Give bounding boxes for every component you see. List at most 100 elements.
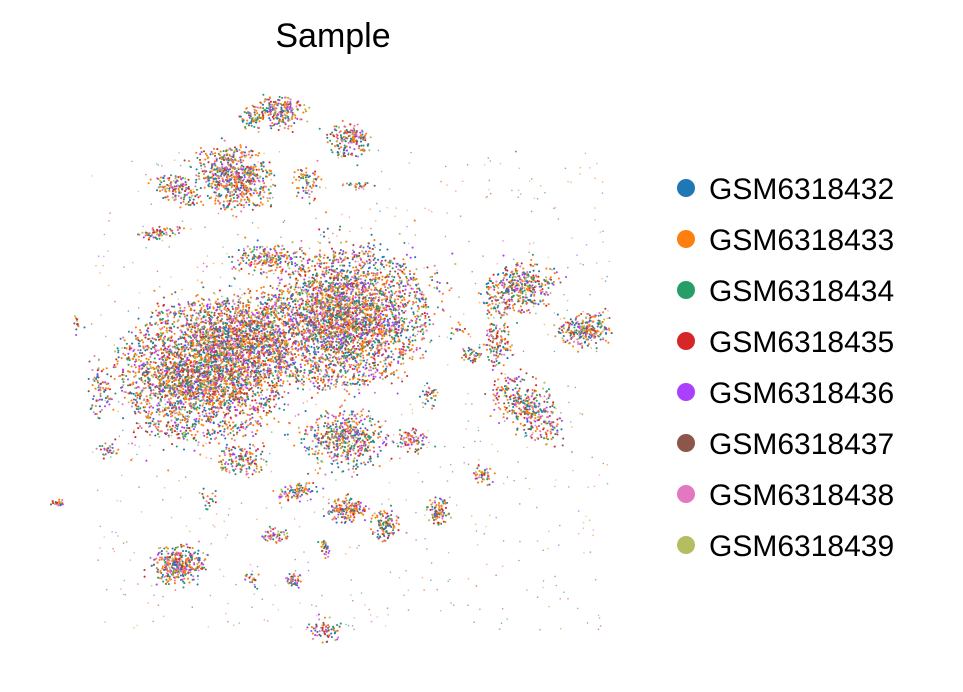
scatter-point <box>189 380 192 383</box>
scatter-point <box>231 357 234 360</box>
scatter-point <box>254 399 257 402</box>
scatter-point <box>200 306 203 309</box>
scatter-point <box>182 403 185 406</box>
scatter-point <box>206 392 209 395</box>
scatter-point <box>322 378 325 381</box>
scatter-point <box>240 377 243 380</box>
scatter-point <box>215 389 218 392</box>
scatter-point <box>321 283 325 286</box>
scatter-point <box>171 386 174 389</box>
scatter-point <box>199 453 202 456</box>
scatter-point <box>260 286 263 289</box>
scatter-point <box>192 428 195 431</box>
scatter-point <box>179 421 182 424</box>
scatter-point <box>268 364 271 367</box>
scatter-point <box>163 345 166 348</box>
scatter-point <box>235 388 238 391</box>
scatter-point <box>394 347 397 350</box>
scatter-point <box>183 349 186 352</box>
scatter-point <box>393 257 396 260</box>
scatter-point <box>339 248 342 252</box>
scatter-point <box>159 385 162 388</box>
scatter-point <box>180 401 183 404</box>
scatter-point <box>323 325 326 328</box>
scatter-point <box>112 408 115 411</box>
scatter-point <box>382 329 385 332</box>
scatter-point <box>222 374 225 377</box>
scatter-point <box>156 314 159 317</box>
scatter-point <box>114 366 117 369</box>
scatter-point <box>187 432 190 435</box>
scatter-point <box>153 351 156 354</box>
scatter-point <box>254 433 257 436</box>
scatter-point <box>252 424 255 427</box>
scatter-point <box>193 309 196 312</box>
scatter-point <box>220 433 223 436</box>
scatter-point <box>287 403 290 406</box>
scatter-point <box>252 364 255 367</box>
scatter-point <box>155 411 158 414</box>
scatter-point <box>372 340 375 343</box>
scatter-point <box>215 378 218 381</box>
scatter-point <box>164 349 167 352</box>
scatter-point <box>381 278 384 281</box>
scatter-point <box>207 375 210 378</box>
scatter-point <box>300 239 303 242</box>
scatter-point <box>211 410 214 413</box>
scatter-point <box>132 370 135 373</box>
scatter-point <box>402 353 405 356</box>
scatter-point <box>220 312 223 315</box>
scatter-point <box>173 401 176 405</box>
scatter-point <box>368 247 371 250</box>
scatter-point <box>147 414 150 417</box>
scatter-point <box>353 383 357 386</box>
scatter-point <box>127 370 130 373</box>
scatter-point <box>249 382 252 386</box>
scatter-point <box>188 427 191 430</box>
scatter-point <box>165 320 168 323</box>
scatter-point <box>140 426 143 430</box>
scatter-point <box>227 433 230 436</box>
scatter-point <box>287 347 290 350</box>
scatter-point <box>163 432 167 435</box>
scatter-point <box>169 336 172 339</box>
scatter-point <box>134 326 137 329</box>
scatter-point <box>157 409 160 412</box>
scatter-point <box>130 347 133 350</box>
scatter-point <box>199 388 202 391</box>
scatter-point <box>190 406 193 409</box>
scatter-point <box>199 372 202 375</box>
scatter-point <box>173 341 176 344</box>
scatter-point <box>142 347 145 350</box>
scatter-point <box>157 402 160 405</box>
scatter-point <box>173 430 176 433</box>
scatter-point <box>361 340 364 343</box>
scatter-point <box>385 306 388 309</box>
scatter-point <box>181 390 184 394</box>
scatter-point <box>216 380 219 383</box>
scatter-point <box>434 272 437 275</box>
scatter-point <box>179 337 182 340</box>
scatter-point <box>155 427 158 430</box>
scatter-point <box>178 411 181 414</box>
scatter-point <box>150 347 153 350</box>
scatter-point <box>218 385 221 388</box>
scatter-point <box>184 382 188 385</box>
scatter-point <box>216 298 219 301</box>
scatter-point <box>152 375 155 378</box>
scatter-point <box>234 357 237 360</box>
scatter-point <box>144 333 147 336</box>
scatter-point <box>173 379 176 383</box>
scatter-point <box>340 261 343 264</box>
scatter-point <box>159 430 162 433</box>
scatter-point <box>294 314 297 317</box>
scatter-point <box>149 421 152 424</box>
scatter-point <box>192 344 195 347</box>
scatter-point <box>358 392 361 395</box>
scatter-point <box>256 391 259 394</box>
scatter-point <box>223 299 226 303</box>
scatter-point <box>277 339 280 342</box>
scatter-point <box>185 322 188 326</box>
scatter-point <box>213 385 217 388</box>
scatter-point <box>400 295 404 298</box>
